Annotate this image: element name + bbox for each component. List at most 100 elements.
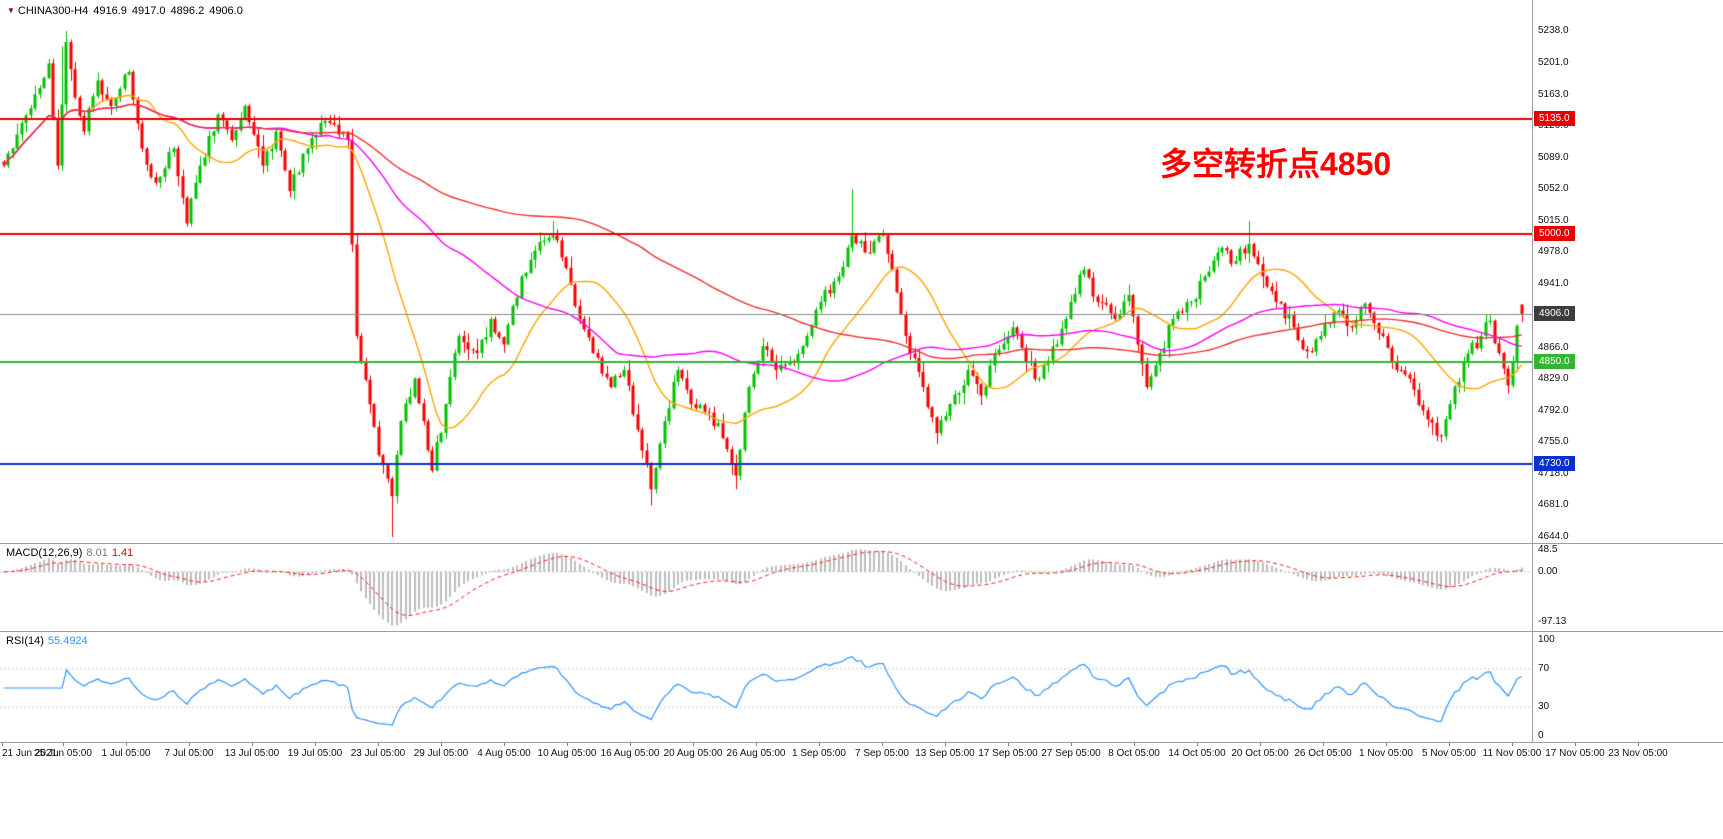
rsi-value: 55.4924 [47,635,88,647]
macd-name-label: MACD(12,26,9) [6,547,83,559]
panel-separator[interactable] [0,631,1723,632]
time-axis-label: 17 Sep 05:00 [978,748,1038,759]
time-tick [1197,742,1198,746]
rsi-axis-label: 30 [1538,701,1550,713]
time-tick [1323,742,1324,746]
time-axis-label: 20 Oct 05:00 [1231,748,1289,759]
price-tick-label: 4829.0 [1538,373,1569,385]
time-axis-label: 1 Nov 05:00 [1359,748,1413,759]
rsi-axis-label: 0 [1538,730,1544,741]
time-axis-label: 13 Jul 05:00 [224,748,280,759]
time-tick [1071,742,1072,746]
time-tick [1008,742,1009,746]
time-axis-label: 5 Nov 05:00 [1422,748,1476,759]
macd-signal-value: 1.41 [111,547,134,559]
price-line-label: 5000.0 [1534,225,1575,241]
rsi-name-label: RSI(14) [6,635,44,647]
macd-axis-label: 48.5 [1538,544,1558,555]
time-axis-label: 4 Aug 05:00 [477,748,531,759]
time-axis-label: 20 Aug 05:00 [663,748,723,759]
time-tick [819,742,820,746]
time-axis-label: 27 Sep 05:00 [1041,748,1101,759]
price-line-label: 4850.0 [1534,353,1575,369]
macd-axis-label: -97.13 [1538,616,1567,627]
time-tick [567,742,568,746]
rsi-axis-label: 100 [1538,634,1555,645]
time-tick [1512,742,1513,746]
time-axis-label: 1 Sep 05:00 [792,748,846,759]
rsi-axis-label: 70 [1538,662,1550,674]
time-axis-label: 13 Sep 05:00 [915,748,975,759]
ohlc-close-value: 4906.0 [209,5,243,17]
time-axis-label: 25 Jun 05:00 [34,748,92,759]
time-axis-label: 26 Oct 05:00 [1294,748,1352,759]
time-tick [189,742,190,746]
price-tick-label: 4792.0 [1538,404,1569,416]
price-scale[interactable]: 5238.0 5201.0 5163.0 5126.0 5089.0 5052.0 5015… [1533,0,1723,543]
time-axis-label: 17 Nov 05:00 [1545,748,1605,759]
time-axis-label: 16 Aug 05:00 [600,748,660,759]
time-tick [315,742,316,746]
price-tick-label: 4644.0 [1538,531,1569,542]
macd-indicator-label: MACD(12,26,9) 8.01 1.41 [6,547,137,559]
time-tick [693,742,694,746]
panel-separator[interactable] [0,543,1723,544]
time-tick [378,742,379,746]
time-tick [252,742,253,746]
time-scale[interactable]: 21 Jun 2021 25 Jun 05:00 1 Jul 05:00 7 Jul … [0,742,1723,839]
time-tick [945,742,946,746]
ohlc-high-value: 4917.0 [131,5,166,17]
time-tick [756,742,757,746]
time-tick [441,742,442,746]
time-tick [1575,742,1576,746]
time-tick [63,742,64,746]
chart-title-overlay: ▼ CHINA300-H4 4916.9 4917.0 4896.2 4906.0 [7,5,243,17]
time-axis-label: 29 Jul 05:00 [413,748,469,759]
time-axis-label: 19 Jul 05:00 [287,748,343,759]
time-axis-label: 11 Nov 05:00 [1482,748,1542,759]
time-tick [1449,742,1450,746]
time-axis-label: 8 Oct 05:00 [1108,748,1160,759]
symbol-period-label: CHINA300-H4 [17,5,89,17]
time-axis-label: 7 Jul 05:00 [164,748,214,759]
time-axis-label: 7 Sep 05:00 [855,748,909,759]
ohlc-open-value: 4916.9 [93,5,127,17]
macd-panel-canvas[interactable] [0,544,1532,631]
time-axis-label: 1 Jul 05:00 [101,748,151,759]
time-axis-label: 14 Oct 05:00 [1168,748,1226,759]
panel-separator[interactable] [0,742,1723,743]
price-tick-label: 4755.0 [1538,436,1569,448]
price-line-label: 5135.0 [1534,110,1575,126]
rsi-scale[interactable]: 100 70 30 0 [1533,632,1723,742]
price-tick-label: 4978.0 [1538,246,1569,258]
price-tick-label: 5089.0 [1538,151,1569,163]
macd-main-value: 8.01 [86,547,108,559]
current-price-label: 4906.0 [1534,305,1575,321]
price-tick-label: 5052.0 [1538,183,1569,195]
chart-annotation-text: 多空转折点4850 [1160,146,1392,182]
price-line-label: 4730.0 [1534,455,1575,471]
price-tick-label: 5163.0 [1538,88,1569,100]
rsi-panel-canvas[interactable] [0,632,1532,742]
time-tick [504,742,505,746]
price-tick-label: 5201.0 [1538,56,1569,68]
time-axis-label: 23 Jul 05:00 [350,748,406,759]
price-tick-label: 4941.0 [1538,278,1569,289]
time-tick [1134,742,1135,746]
price-tick-label: 5238.0 [1538,25,1569,36]
macd-scale[interactable]: 48.5 0.00 -97.13 [1533,544,1723,631]
time-tick [126,742,127,746]
ohlc-low-value: 4896.2 [170,5,205,17]
time-axis-label: 10 Aug 05:00 [537,748,597,759]
price-tick-label: 4866.0 [1538,341,1569,353]
price-tick-label: 5015.0 [1538,214,1569,226]
time-axis-label: 21 Jun 2021 [2,748,58,759]
time-axis-label: 23 Nov 05:00 [1608,748,1668,759]
price-chart-canvas[interactable] [0,0,1532,543]
time-tick [2,742,3,746]
price-tick-label: 4681.0 [1538,499,1569,511]
time-tick [630,742,631,746]
rsi-indicator-label: RSI(14) 55.4924 [6,635,92,647]
price-tick-label: 4718.0 [1538,467,1569,479]
